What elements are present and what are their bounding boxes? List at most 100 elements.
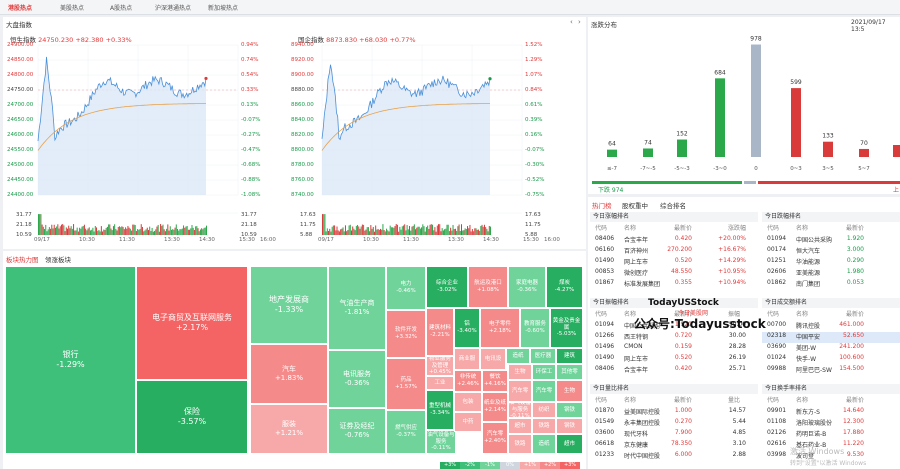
table-row[interactable]: 00174 恒大汽车 3.000 bbox=[762, 246, 900, 257]
heatmap-cell[interactable]: 证券及经纪 -0.76% bbox=[328, 408, 386, 454]
table-row[interactable]: 02126 药明巨诺-B 17.880 bbox=[762, 429, 900, 440]
heatmap-cell[interactable]: 航运及港口 +1.08% bbox=[468, 266, 508, 308]
table-row[interactable]: 01549 永丰集团控股 0.270 5.44 bbox=[590, 418, 758, 429]
heatmap-cell[interactable]: 铁路 bbox=[508, 434, 532, 454]
heatmap-cell[interactable]: 电子商贸及互联网服务 +2.17% bbox=[136, 266, 248, 380]
table-row[interactable]: 09988 阿里巴巴-SW 154.500 bbox=[762, 365, 900, 376]
heatmap-tab[interactable]: 板块热力图 bbox=[6, 256, 39, 264]
heatmap-cell[interactable]: 纸业及纸 +2.14% bbox=[482, 392, 508, 422]
table-row[interactable]: 03690 美团-W 241.200 bbox=[762, 343, 900, 354]
heatmap-cell[interactable]: 造纸 bbox=[532, 434, 556, 454]
table-row[interactable]: 01094 中国公共采购 1.920 bbox=[762, 235, 900, 246]
tab-a[interactable]: A股热点 bbox=[110, 5, 133, 12]
heatmap-cell[interactable]: 煤炭 -4.27% bbox=[546, 266, 583, 308]
heatmap-cell[interactable]: 商业服 bbox=[454, 348, 480, 370]
hsce-chart[interactable]: 国企指数 8873.830 +68.030 +0.77% 8940.00 8920… bbox=[291, 30, 584, 248]
heatmap-cell[interactable]: 铁路 bbox=[532, 418, 556, 434]
table-row[interactable]: 01024 快手-W 100.600 bbox=[762, 354, 900, 365]
heatmap-cell[interactable]: 超市 bbox=[508, 418, 532, 434]
table-row[interactable]: 00700 腾讯控股 461.000 bbox=[762, 321, 900, 332]
heatmap-cell[interactable]: 建筑 bbox=[556, 348, 583, 364]
table-row[interactable]: 03998 波司登 9.530 bbox=[762, 451, 900, 462]
heatmap-cell[interactable]: 工业 bbox=[426, 376, 454, 390]
table-row[interactable]: 01870 益美国际控股 1.000 14.57 bbox=[590, 407, 758, 418]
heatmap-cell[interactable]: 非传统 +2.46% bbox=[454, 370, 482, 392]
chevron-left-icon[interactable]: ‹ bbox=[570, 18, 573, 26]
heatmap-cell[interactable]: 钢铁 bbox=[556, 418, 583, 434]
heatmap-cell[interactable]: 超市 bbox=[556, 434, 583, 454]
heatmap-cell[interactable]: 黄金及贵金属 -5.03% bbox=[550, 308, 583, 348]
leading-sectors-tab[interactable]: 领涨板块 bbox=[45, 256, 71, 264]
table-row[interactable]: 06160 百济神州 270.200 +16.67% bbox=[590, 246, 758, 257]
table-row[interactable]: 01496 CMON 0.159 28.28 bbox=[590, 343, 758, 354]
tab-us[interactable]: 美股热点 bbox=[60, 5, 85, 12]
tab-hot[interactable]: 热门榜 bbox=[592, 202, 612, 210]
table-row[interactable]: 01251 华油能源 0.290 bbox=[762, 257, 900, 268]
heatmap-cell[interactable]: 电子零件 +2.18% bbox=[480, 308, 520, 348]
heatmap-cell[interactable]: 气油生产商 -1.81% bbox=[328, 266, 386, 350]
heatmap-cell[interactable]: 生物 bbox=[556, 380, 583, 402]
heatmap-cell[interactable]: 汽车零 bbox=[532, 380, 556, 402]
heatmap-cell[interactable]: 软件开发 +3.32% bbox=[386, 310, 426, 358]
heatmap-cell[interactable]: 包装 bbox=[454, 392, 482, 412]
heatmap-cell[interactable]: 教育服务 -0.60% bbox=[520, 308, 550, 348]
chevron-right-icon[interactable]: › bbox=[578, 18, 581, 26]
heatmap-cell[interactable]: 地产发展商 -1.33% bbox=[250, 266, 328, 344]
heatmap-cell[interactable]: 医疗器 bbox=[530, 348, 556, 364]
table-row[interactable]: 03600 现代牙科 7.900 4.85 bbox=[590, 429, 758, 440]
heatmap-cell[interactable]: 汽车零 bbox=[508, 380, 532, 402]
heatmap-cell[interactable]: 餐饮 +4.16% bbox=[482, 370, 508, 392]
table-row[interactable]: 00853 微创医疗 48.550 +10.95% bbox=[590, 268, 758, 279]
tab-sg[interactable]: 新加坡热点 bbox=[208, 5, 239, 12]
heatmap-cell[interactable]: 汽车 +1.83% bbox=[250, 344, 328, 404]
table-row[interactable]: 02606 亚美能源 1.980 bbox=[762, 268, 900, 279]
table-row[interactable]: 01094 中国公共采购 1.920 50.00 bbox=[590, 321, 758, 332]
table-row[interactable]: 06618 京东健康 78.350 3.10 bbox=[590, 440, 758, 451]
hsi-chart[interactable]: 恒生指数 24750.230 +82.380 +0.33% 24900.00 24… bbox=[6, 30, 291, 248]
heatmap-cell[interactable]: 物业服务及管理 +0.45% bbox=[426, 356, 454, 376]
heatmap-cell[interactable]: 生物 bbox=[508, 364, 532, 380]
heatmap-cell[interactable]: 电讯服务 -0.36% bbox=[328, 350, 386, 408]
heatmap-cell[interactable]: 服装 +1.21% bbox=[250, 404, 328, 454]
table-row[interactable]: 01867 标准发展集团 0.355 +10.94% bbox=[590, 279, 758, 290]
heatmap-cell[interactable]: 油气设备与服务 -0.11% bbox=[508, 402, 532, 418]
heatmap-cell[interactable]: 其他零 bbox=[556, 364, 583, 380]
tab-composite[interactable]: 综合排名 bbox=[660, 202, 686, 210]
heatmap-cell[interactable]: 油气设备与服务 -0.11% bbox=[426, 430, 456, 454]
heatmap-cell[interactable]: 综合企业 -3.02% bbox=[426, 266, 468, 308]
heatmap-cell[interactable]: 保险 -3.57% bbox=[136, 380, 248, 454]
heatmap-cell[interactable]: 电力 -0.46% bbox=[386, 266, 426, 310]
heatmap-cell[interactable]: 铝 -3.40% bbox=[454, 308, 480, 348]
heatmap-cell[interactable]: 重型机械 -3.34% bbox=[426, 390, 454, 430]
heatmap-cell[interactable]: 银行 -1.29% bbox=[5, 266, 136, 454]
heatmap-cell[interactable]: 中药 bbox=[454, 412, 482, 432]
hsi-vol-bar bbox=[86, 230, 88, 235]
heatmap-cell[interactable]: 燃气供应 -0.37% bbox=[386, 410, 426, 454]
tab-weight[interactable]: 股权重中 bbox=[622, 202, 648, 210]
table-row[interactable]: 08406 合宝丰年 0.420 25.71 bbox=[590, 365, 758, 376]
table-row[interactable]: 02318 中国平安 52.650 bbox=[762, 332, 900, 343]
table-row[interactable]: 01108 洛阳玻璃股份 12.300 bbox=[762, 418, 900, 429]
table-row[interactable]: 01233 时代中国控股 6.000 2.88 bbox=[590, 451, 758, 462]
table-row[interactable]: 01490 网上车市 0.520 +14.29% bbox=[590, 257, 758, 268]
legend-swatch: 0% bbox=[500, 462, 520, 469]
heatmap-cell[interactable]: 钢铁 bbox=[556, 402, 583, 418]
heatmap-cell[interactable]: 纺织 bbox=[532, 402, 556, 418]
tab-hk[interactable]: 港股热点 bbox=[8, 5, 33, 12]
heatmap-cell[interactable]: 环保工 bbox=[532, 364, 556, 380]
hsi-vol-bar bbox=[167, 224, 169, 235]
heatmap-cell[interactable]: 家庭电器 -0.36% bbox=[508, 266, 546, 308]
heatmap-cell[interactable]: 造纸 bbox=[506, 348, 530, 364]
table-row[interactable]: 01862 南门集团 0.053 bbox=[762, 279, 900, 290]
table-row[interactable]: 08406 合宝丰年 0.420 +20.00% bbox=[590, 235, 758, 246]
hsce-vol-bar bbox=[351, 230, 353, 235]
heatmap-cell[interactable]: 电讯设 bbox=[480, 348, 506, 370]
table-row[interactable]: 09901 新东方-S 14.640 bbox=[762, 407, 900, 418]
heatmap-cell[interactable]: 建筑材料 -2.21% bbox=[426, 308, 454, 356]
table-row[interactable]: 02616 基石药业-B 11.220 bbox=[762, 440, 900, 451]
table-row[interactable]: 01266 西王特钢 0.720 30.00 bbox=[590, 332, 758, 343]
heatmap-cell[interactable]: 药品 +1.57% bbox=[386, 358, 426, 410]
table-row[interactable]: 01490 网上车市 0.520 26.19 bbox=[590, 354, 758, 365]
tab-connect[interactable]: 沪深港通热点 bbox=[155, 5, 192, 12]
heatmap-cell[interactable]: 汽车零 +2.40% bbox=[482, 422, 508, 454]
